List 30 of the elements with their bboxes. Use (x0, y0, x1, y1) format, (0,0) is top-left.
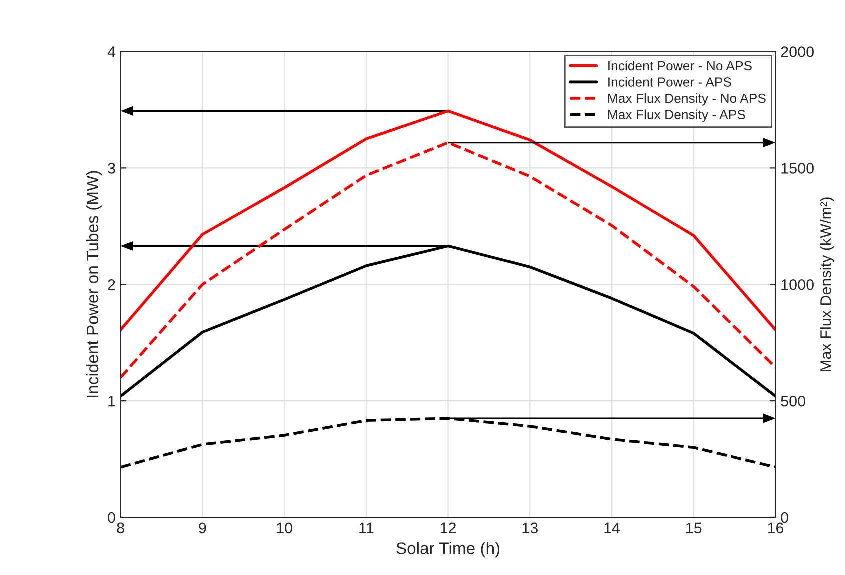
x-tick-label: 13 (522, 522, 538, 534)
y-tick-label: 4 (108, 46, 116, 58)
legend-label: Incident Power - APS (608, 77, 732, 87)
x-tick-label: 10 (277, 522, 292, 534)
y-tick-label: 0 (108, 512, 116, 524)
y-axis-title: Incident Power on Tubes (MW) (86, 171, 102, 398)
line-series (120, 417, 776, 469)
x-axis-title: Solar Time (h) (396, 542, 500, 558)
x-tick-label: 14 (604, 522, 620, 534)
line-series (120, 141, 776, 380)
x-tick-label: 16 (768, 522, 784, 534)
y2-tick-label: 2000 (781, 46, 814, 58)
line-series (120, 110, 776, 332)
x-tick-label: 9 (199, 522, 206, 534)
line-series (120, 244, 776, 398)
y-tick-label: 2 (108, 279, 116, 290)
x-tick-label: 8 (117, 522, 124, 534)
y2-tick-label: 500 (781, 396, 806, 407)
y2-tick-label: 0 (781, 512, 788, 524)
legend-label: Incident Power - No APS (608, 60, 752, 71)
y2-axis-title: Max Flux Density (kW/m²) (820, 198, 834, 372)
y2-tick-label: 1000 (782, 279, 814, 290)
y-tick-label: 1 (108, 396, 116, 407)
x-tick-label: 11 (360, 522, 374, 534)
y-tick-label: 3 (108, 163, 116, 174)
y2-tick-label: 1500 (782, 163, 814, 174)
legend-label: Max Flux Density - No APS (608, 94, 766, 106)
x-tick-label: 15 (686, 522, 702, 534)
x-tick-label: 12 (440, 522, 456, 534)
legend-label: Max Flux Density - APS (608, 110, 746, 122)
